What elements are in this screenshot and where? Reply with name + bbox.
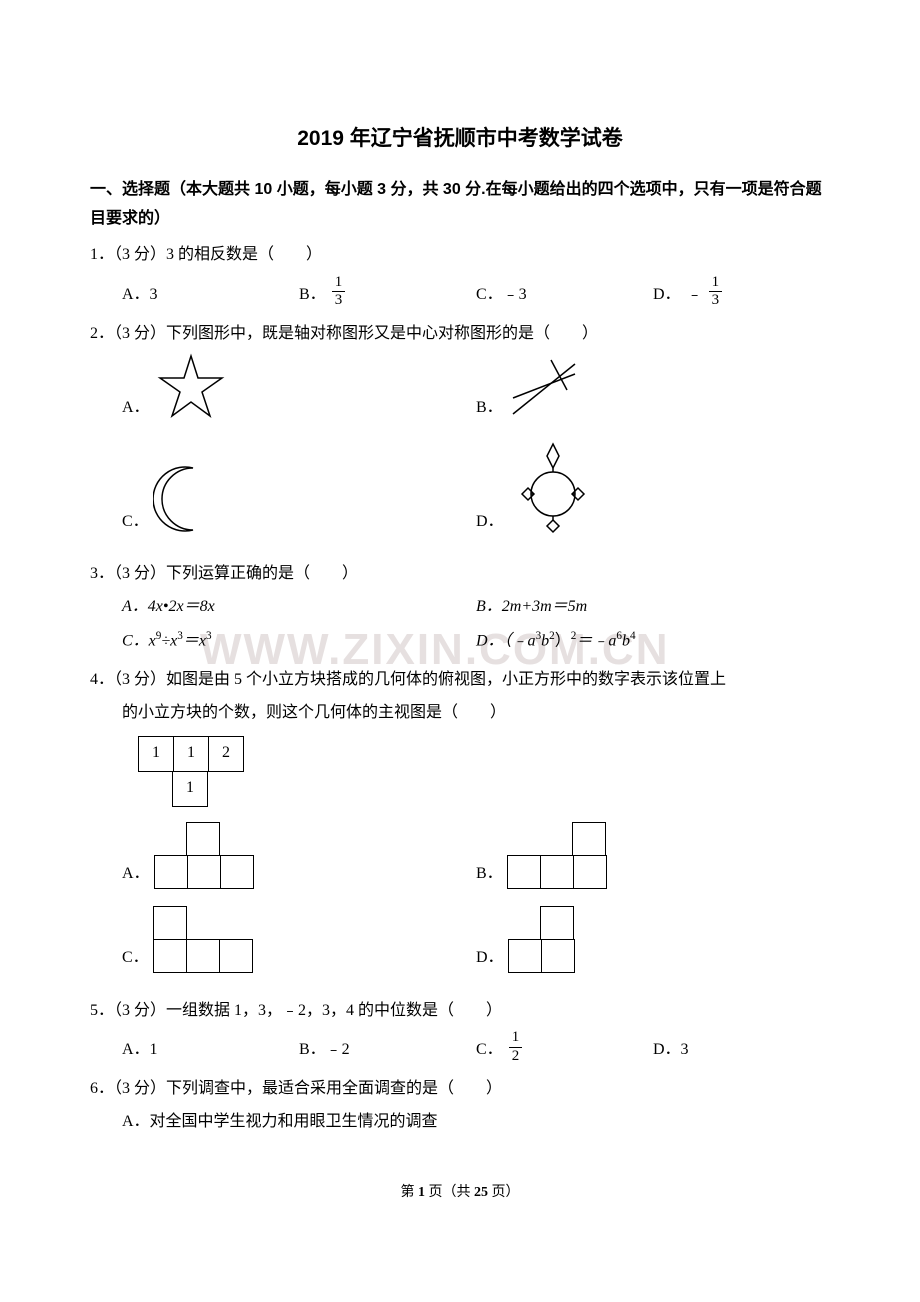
question-6: 6．（3 分）下列调查中，最适合采用全面调查的是（ ） A．对全国中学生视力和用… [90, 1075, 830, 1141]
question-3: 3．（3 分）下列运算正确的是（ ） A．4x•2x＝8x B．2m+3m＝5m… [90, 560, 830, 660]
question-2: 2．（3 分）下列图形中，既是轴对称图形又是中心对称图形的是（ ） A． B． [90, 320, 830, 555]
q2-stem: 2．（3 分）下列图形中，既是轴对称图形又是中心对称图形的是（ ） [90, 320, 830, 349]
front-view-a [154, 823, 254, 889]
q4-choice-b: B． [476, 823, 830, 889]
negative-sign: ﹣ [687, 281, 703, 310]
question-4: 4．（3 分）如图是由 5 个小立方块搭成的几何体的俯视图，小正方形中的数字表示… [90, 666, 830, 990]
section-header: 一、选择题（本大题共 10 小题，每小题 3 分，共 30 分.在每小题给出的四… [90, 176, 830, 234]
question-5: 5．（3 分）一组数据 1，3，﹣2，3，4 的中位数是（ ） A．1 B．﹣2… [90, 997, 830, 1069]
fraction-neg-1-3: 1 3 [709, 274, 723, 310]
q5-choice-c: C． 1 2 [476, 1029, 653, 1065]
page-title: 2019 年辽宁省抚顺市中考数学试卷 [90, 120, 830, 158]
q2-d-label: D． [476, 508, 504, 537]
q5-d-label: D．3 [653, 1036, 689, 1065]
front-view-c [153, 907, 253, 973]
front-view-b [507, 823, 607, 889]
q4-stem-1: 4．（3 分）如图是由 5 个小立方块搭成的几何体的俯视图，小正方形中的数字表示… [90, 666, 830, 695]
q3-choice-b: B．2m+3m＝5m [476, 593, 830, 622]
fraction-1-3: 1 3 [332, 274, 346, 310]
q5-choice-b: B．﹣2 [299, 1029, 476, 1065]
grid-cell: 1 [173, 736, 209, 772]
q2-c-label: C． [122, 508, 149, 537]
q4-top-view-grid: 1 1 2 1 [138, 736, 244, 808]
q1-choice-b: B． 1 3 [299, 274, 476, 310]
crossed-lines-icon [507, 356, 581, 422]
q3-choice-d: D．（﹣a3b2）2＝﹣a6b4 [476, 626, 830, 656]
q1-choice-a: A．3 [122, 274, 299, 310]
q4-choice-d: D． [476, 907, 830, 973]
q1-c-label: C．﹣3 [476, 281, 527, 310]
q5-stem: 5．（3 分）一组数据 1，3，﹣2，3，4 的中位数是（ ） [90, 997, 830, 1026]
q4-a-label: A． [122, 860, 150, 889]
q2-a-label: A． [122, 394, 150, 423]
q2-b-label: B． [476, 394, 503, 423]
page-footer: 第 1 页（共 25 页） [90, 1180, 830, 1205]
q1-choice-c: C．﹣3 [476, 274, 653, 310]
q4-choice-c: C． [122, 907, 476, 973]
q2-choice-b: B． [476, 352, 830, 422]
q3-b-text: B．2m+3m＝5m [476, 593, 587, 622]
grid-cell: 1 [138, 736, 174, 772]
q2-choice-d: D． [476, 440, 830, 536]
question-1: 1．（3 分）3 的相反数是（ ） A．3 B． 1 3 C．﹣3 D． ﹣ 1 [90, 241, 830, 313]
q2-choice-a: A． [122, 352, 476, 422]
q5-c-label: C． [476, 1036, 503, 1065]
q3-stem: 3．（3 分）下列运算正确的是（ ） [90, 560, 830, 589]
q4-c-label: C． [122, 944, 149, 973]
grid-cell: 2 [208, 736, 244, 772]
q1-d-label: D． [653, 281, 681, 310]
q3-c-text: C．x9÷x3＝x3 [122, 626, 212, 656]
q6-stem: 6．（3 分）下列调查中，最适合采用全面调查的是（ ） [90, 1075, 830, 1104]
q3-d-text: D．（﹣a3b2）2＝﹣a6b4 [476, 626, 636, 656]
q1-b-label: B． [299, 281, 326, 310]
q4-choice-a: A． [122, 823, 476, 889]
q4-b-label: B． [476, 860, 503, 889]
q1-a-label: A．3 [122, 281, 158, 310]
compass-icon [508, 440, 598, 536]
q3-a-text: A．4x•2x＝8x [122, 593, 215, 622]
q3-choice-a: A．4x•2x＝8x [122, 593, 476, 622]
q3-choice-c: C．x9÷x3＝x3 [122, 626, 476, 656]
q6-choice-a: A．对全国中学生视力和用眼卫生情况的调查 [122, 1108, 830, 1137]
q5-b-label: B．﹣2 [299, 1036, 350, 1065]
page-content: 2019 年辽宁省抚顺市中考数学试卷 一、选择题（本大题共 10 小题，每小题 … [90, 120, 830, 1206]
fraction-1-2: 1 2 [509, 1029, 523, 1065]
q5-a-label: A．1 [122, 1036, 158, 1065]
q4-d-label: D． [476, 944, 504, 973]
q2-choice-c: C． [122, 440, 476, 536]
star-icon [154, 352, 228, 422]
q5-choice-d: D．3 [653, 1029, 830, 1065]
front-view-d [508, 907, 575, 973]
q1-choice-d: D． ﹣ 1 3 [653, 274, 830, 310]
q6-a-label: A．对全国中学生视力和用眼卫生情况的调查 [122, 1108, 438, 1137]
grid-spacer [137, 772, 173, 808]
q5-choice-a: A．1 [122, 1029, 299, 1065]
q4-stem-2: 的小立方块的个数，则这个几何体的主视图是（ ） [90, 699, 830, 728]
grid-cell: 1 [172, 771, 208, 807]
crescent-icon [153, 462, 223, 536]
q1-stem: 1．（3 分）3 的相反数是（ ） [90, 241, 830, 270]
